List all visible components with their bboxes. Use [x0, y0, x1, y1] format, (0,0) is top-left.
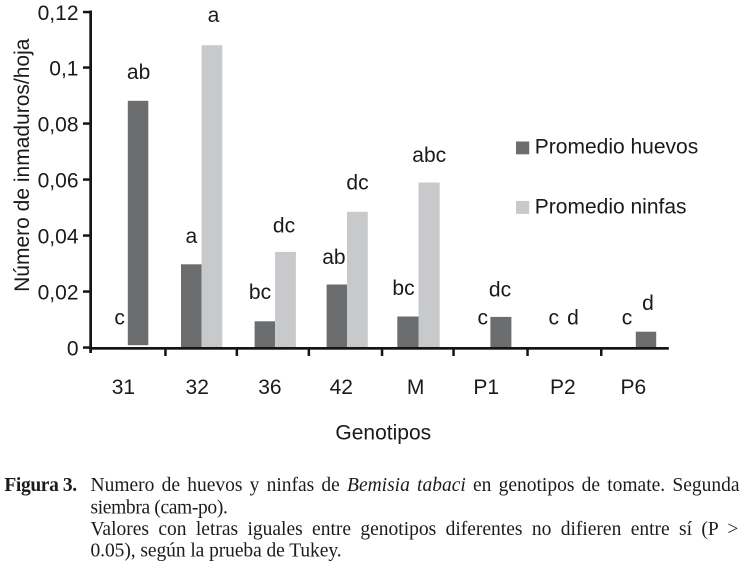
svg-text:0,06: 0,06: [38, 170, 79, 193]
svg-text:42: 42: [330, 376, 353, 399]
svg-text:Genotipos: Genotipos: [335, 422, 431, 445]
svg-text:ab: ab: [322, 246, 345, 269]
svg-text:Número de inmaduros/hoja: Número de inmaduros/hoja: [11, 38, 34, 292]
svg-text:c: c: [622, 307, 633, 330]
svg-text:P2: P2: [550, 376, 576, 399]
svg-text:M: M: [407, 376, 425, 399]
svg-text:Valores con letras iguales ent: Valores con letras iguales entre genotip…: [91, 519, 739, 540]
svg-text:a: a: [185, 225, 197, 248]
svg-text:0,12: 0,12: [38, 2, 79, 25]
svg-text:0: 0: [67, 338, 79, 361]
svg-text:P1: P1: [473, 376, 499, 399]
svg-text:0,04: 0,04: [38, 226, 79, 249]
svg-text:c: c: [114, 306, 125, 329]
svg-text:P6: P6: [621, 376, 647, 399]
svg-text:Numero de huevos y ninfas de B: Numero de huevos y ninfas de Bemisia tab…: [91, 475, 740, 496]
svg-text:abc: abc: [412, 144, 446, 167]
svg-text:0.05), según la prueba de Tuke: 0.05), según la prueba de Tukey.: [91, 541, 342, 562]
svg-text:dc: dc: [273, 215, 295, 238]
svg-text:31: 31: [112, 376, 135, 399]
svg-text:0,1: 0,1: [49, 58, 78, 81]
svg-text:c: c: [548, 307, 559, 330]
svg-text:d: d: [567, 307, 579, 330]
svg-text:Promedio huevos: Promedio huevos: [535, 136, 698, 159]
svg-text:0,08: 0,08: [38, 114, 79, 137]
svg-text:ab: ab: [127, 61, 150, 84]
svg-text:bc: bc: [249, 281, 271, 304]
svg-text:dc: dc: [489, 279, 511, 302]
svg-text:a: a: [208, 4, 220, 27]
svg-text:36: 36: [258, 376, 281, 399]
svg-text:siembra (cam-po).: siembra (cam-po).: [91, 497, 228, 518]
svg-text:dc: dc: [346, 172, 368, 195]
svg-text:32: 32: [186, 376, 209, 399]
svg-text:Promedio ninfas: Promedio ninfas: [535, 196, 687, 219]
svg-text:Figura 3.: Figura 3.: [4, 475, 77, 496]
svg-text:0,02: 0,02: [38, 282, 79, 305]
svg-text:bc: bc: [392, 277, 414, 300]
svg-text:c: c: [477, 307, 488, 330]
svg-text:d: d: [642, 292, 654, 315]
